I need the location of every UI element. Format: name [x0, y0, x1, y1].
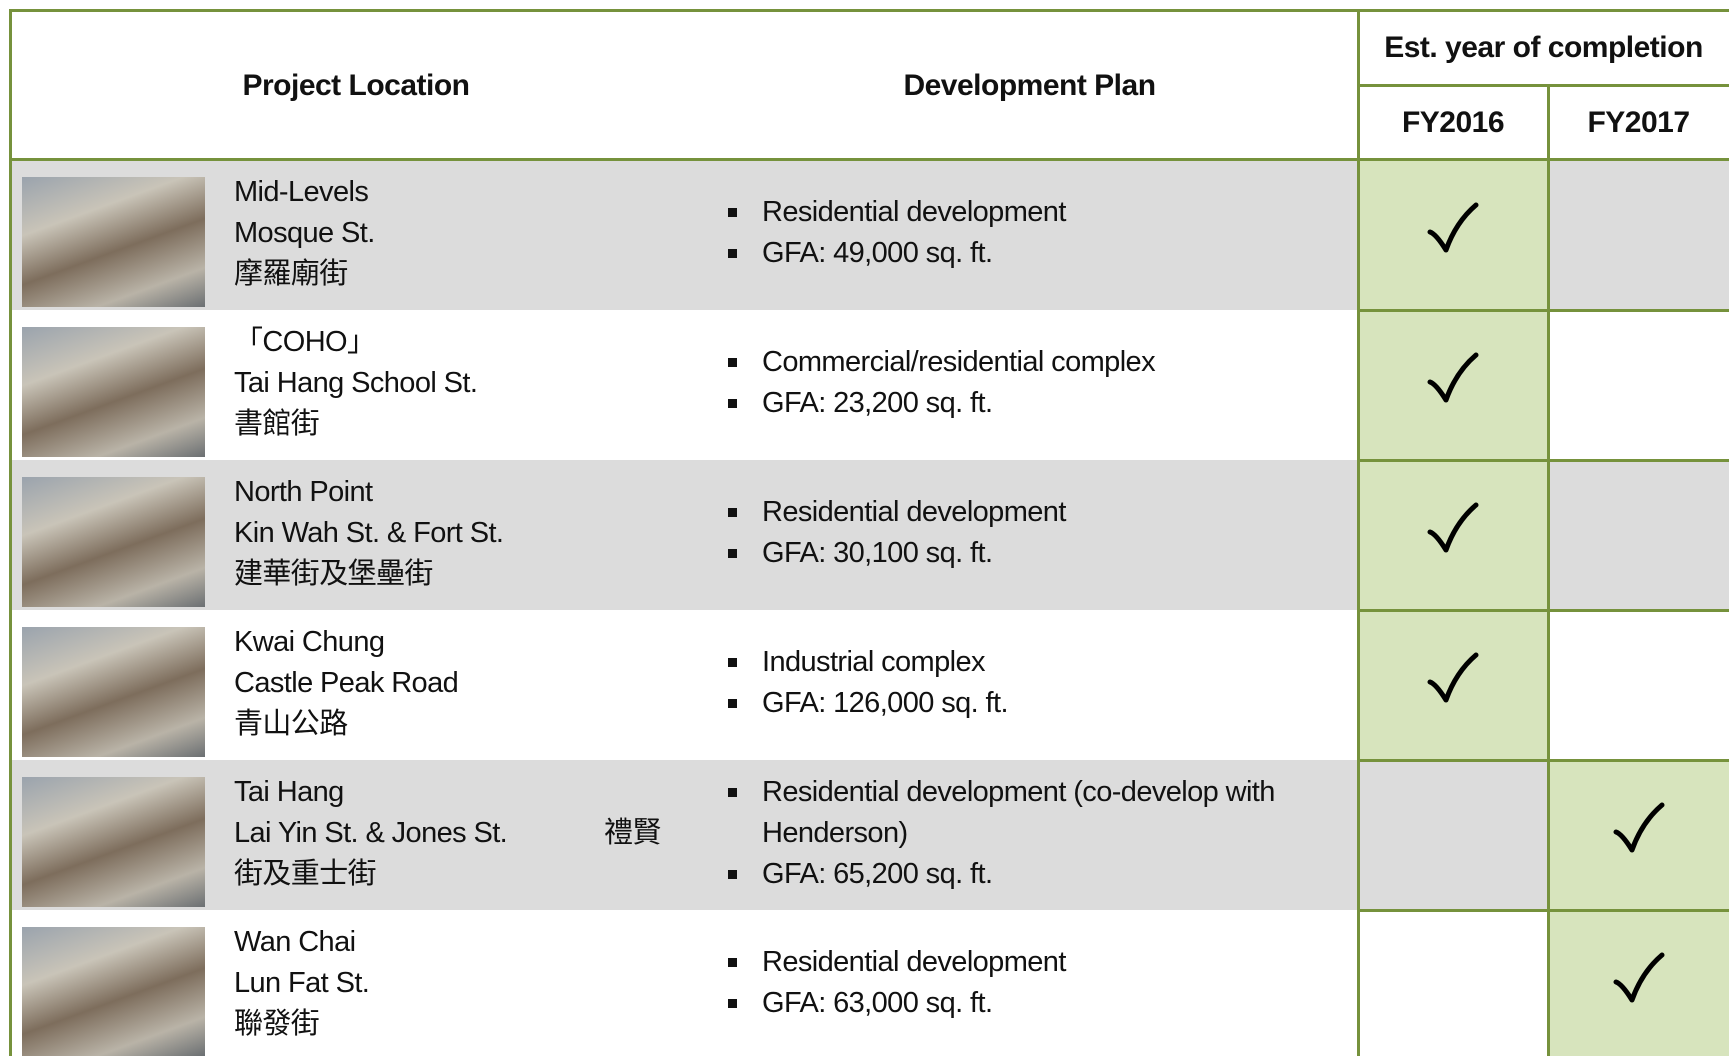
plan-bullet: GFA: 49,000 sq. ft.	[728, 233, 1328, 274]
location-line: Tai Hang School St.	[234, 367, 478, 399]
location-extra: 禮賢	[604, 817, 661, 849]
photo	[22, 177, 205, 307]
border	[9, 9, 12, 1056]
photo	[22, 927, 205, 1056]
location-line: 建華街及堡壘街	[234, 558, 433, 590]
plan-bullet: GFA: 126,000 sq. ft.	[728, 683, 1328, 724]
plan-bullet: GFA: 23,200 sq. ft.	[728, 383, 1328, 424]
location: 「COHO」 Tai Hang School St. 書館街	[234, 322, 674, 445]
plan: Industrial complex GFA: 126,000 sq. ft.	[728, 642, 1328, 724]
location-line: 街及重士街	[234, 858, 377, 890]
plan: Commercial/residential complex GFA: 23,20…	[728, 342, 1328, 424]
location-line: Tai Hang	[234, 776, 344, 808]
row-border	[1358, 609, 1729, 612]
location: North Point Kin Wah St. & Fort St. 建華街及堡壘街	[234, 472, 674, 595]
location-line: 聯發街	[234, 1008, 320, 1040]
border	[11, 158, 1729, 161]
location-line: Castle Peak Road	[234, 667, 459, 699]
border	[1547, 84, 1550, 1056]
check-mark	[1427, 502, 1479, 553]
location-line: Lun Fat St.	[234, 967, 370, 999]
plan-bullet: Residential development (co-develop with…	[728, 772, 1308, 854]
plan-bullet: GFA: 65,200 sq. ft.	[728, 854, 1308, 895]
location-line: North Point	[234, 476, 373, 508]
check-mark	[1427, 202, 1479, 253]
location-line: 青山公路	[234, 708, 348, 740]
row-background	[11, 760, 1729, 910]
location-line: Mosque St.	[234, 217, 375, 249]
plan-bullet: GFA: 30,100 sq. ft.	[728, 533, 1328, 574]
header-location: Project Location	[242, 68, 470, 102]
photo	[22, 477, 205, 607]
header-plan: Development Plan	[903, 68, 1156, 102]
location-line: Kwai Chung	[234, 626, 385, 658]
location-line: Wan Chai	[234, 926, 356, 958]
plan-bullet: GFA: 63,000 sq. ft.	[728, 983, 1328, 1024]
check-mark	[1427, 652, 1479, 703]
border	[1358, 84, 1729, 87]
photo	[22, 327, 205, 457]
check-mark	[1427, 352, 1479, 403]
location-line: Lai Yin St. & Jones St.	[234, 817, 508, 849]
row-border	[1358, 759, 1729, 762]
row-border	[1358, 309, 1729, 312]
location: Tai Hang Lai Yin St. & Jones St. 街及重士街	[234, 772, 674, 895]
location: Wan Chai Lun Fat St. 聯發街	[234, 922, 674, 1045]
row-border	[1358, 909, 1729, 912]
plan: Residential development GFA: 30,100 sq. f…	[728, 492, 1328, 574]
location-line: Kin Wah St. & Fort St.	[234, 517, 504, 549]
plan-bullet: Residential development	[728, 942, 1328, 983]
photo	[22, 777, 205, 907]
plan: Residential development GFA: 63,000 sq. f…	[728, 942, 1328, 1024]
location-line: 書館街	[234, 408, 320, 440]
plan-bullet: Residential development	[728, 192, 1328, 233]
location-line: Mid-Levels	[234, 176, 369, 208]
header-year: FY2016	[1401, 105, 1505, 139]
location: Mid-Levels Mosque St. 摩羅廟街	[234, 172, 674, 295]
location: Kwai Chung Castle Peak Road 青山公路	[234, 622, 674, 745]
check-mark	[1613, 952, 1664, 1003]
location-line: 摩羅廟街	[234, 258, 348, 290]
border	[1357, 9, 1360, 1056]
border	[11, 9, 1729, 12]
plan-bullet: Commercial/residential complex	[728, 342, 1328, 383]
plan-bullet: Residential development	[728, 492, 1328, 533]
header-year: FY2017	[1587, 105, 1690, 139]
plan: Residential development (co-develop with…	[728, 772, 1308, 895]
location-line: 「COHO」	[234, 326, 376, 358]
header-completion: Est. year of completion	[1384, 31, 1703, 64]
plan: Residential development GFA: 49,000 sq. f…	[728, 192, 1328, 274]
row-border	[1358, 459, 1729, 462]
plan-bullet: Industrial complex	[728, 642, 1328, 683]
check-mark	[1613, 802, 1664, 853]
photo	[22, 627, 205, 757]
